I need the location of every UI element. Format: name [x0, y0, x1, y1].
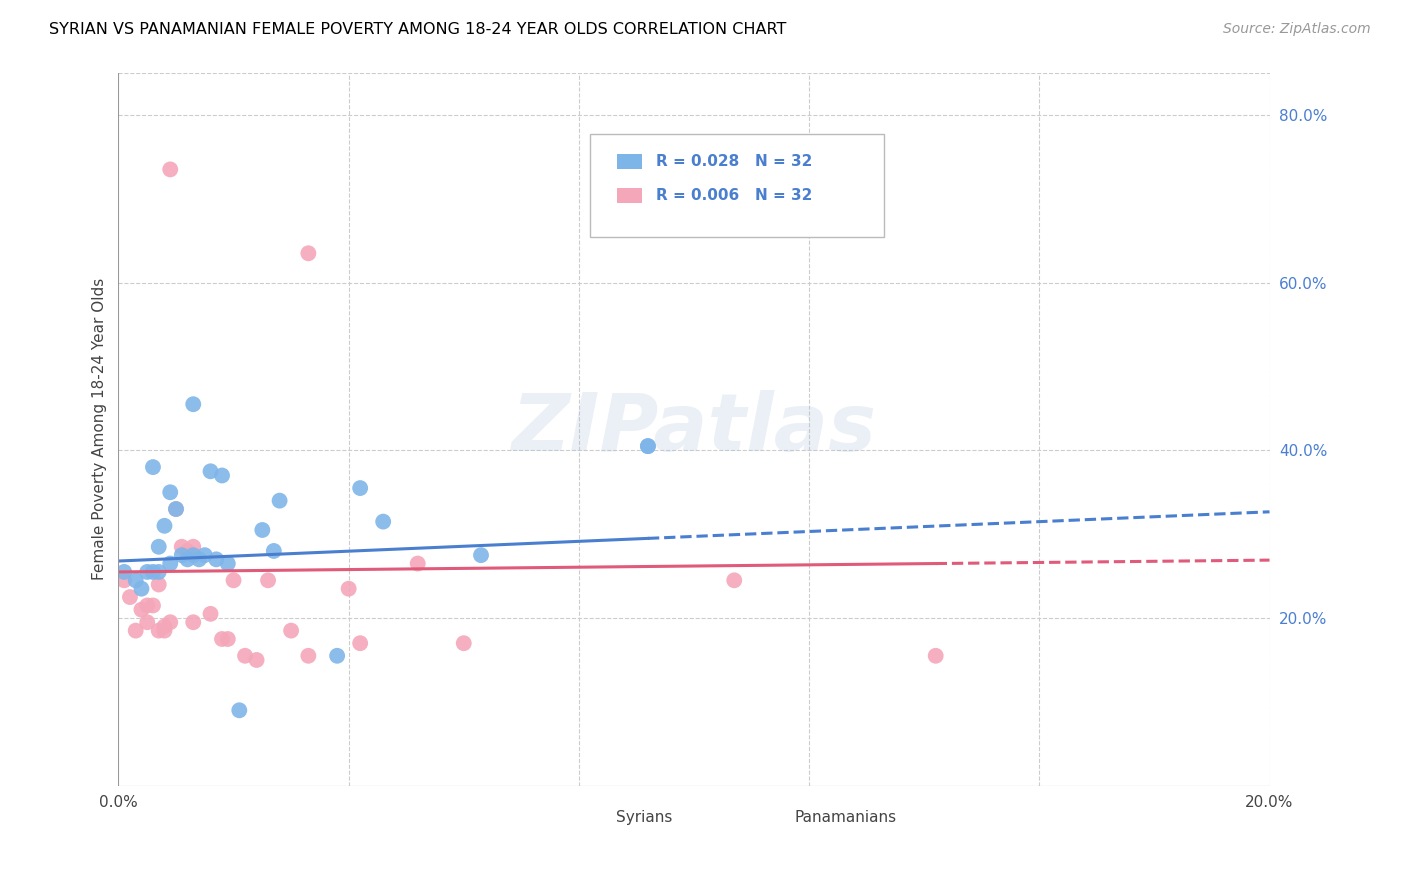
Point [136, 599, 159, 613]
Point [453, 636, 475, 650]
Text: ZIPatlas: ZIPatlas [512, 391, 876, 468]
Point [170, 548, 193, 562]
Point [112, 565, 135, 579]
Point [200, 607, 222, 621]
FancyBboxPatch shape [617, 153, 643, 169]
Point [406, 557, 429, 571]
Point [125, 624, 148, 638]
Point [131, 602, 153, 616]
Point [257, 574, 280, 588]
Point [349, 481, 371, 495]
Point [142, 599, 165, 613]
Text: Source: ZipAtlas.com: Source: ZipAtlas.com [1223, 22, 1371, 37]
Point [159, 485, 181, 500]
Point [326, 648, 349, 663]
Point [142, 460, 165, 475]
Point [228, 703, 250, 717]
FancyBboxPatch shape [617, 187, 643, 203]
Point [165, 502, 187, 516]
Y-axis label: Female Poverty Among 18-24 Year Olds: Female Poverty Among 18-24 Year Olds [93, 278, 107, 581]
Point [176, 552, 198, 566]
Point [233, 648, 256, 663]
Point [153, 619, 176, 633]
Point [188, 552, 211, 566]
Point [280, 624, 302, 638]
Point [181, 540, 204, 554]
Point [125, 574, 148, 588]
Point [181, 548, 204, 562]
Point [165, 502, 187, 516]
Text: Syrians: Syrians [616, 810, 672, 824]
Point [723, 574, 745, 588]
Text: R = 0.006   N = 32: R = 0.006 N = 32 [657, 188, 813, 203]
Point [297, 648, 319, 663]
Point [136, 565, 159, 579]
FancyBboxPatch shape [591, 134, 884, 237]
Point [222, 574, 245, 588]
Point [181, 397, 204, 411]
Point [181, 615, 204, 630]
Point [925, 648, 948, 663]
Point [194, 548, 217, 562]
Point [217, 557, 239, 571]
Point [252, 523, 274, 537]
Point [170, 540, 193, 554]
Point [112, 574, 135, 588]
Point [136, 615, 159, 630]
Point [470, 548, 492, 562]
Point [211, 468, 233, 483]
Point [297, 246, 319, 260]
Text: SYRIAN VS PANAMANIAN FEMALE POVERTY AMONG 18-24 YEAR OLDS CORRELATION CHART: SYRIAN VS PANAMANIAN FEMALE POVERTY AMON… [49, 22, 786, 37]
Point [142, 565, 165, 579]
Text: R = 0.028   N = 32: R = 0.028 N = 32 [657, 153, 813, 169]
Point [131, 582, 153, 596]
Point [211, 632, 233, 646]
Point [148, 540, 170, 554]
Point [148, 577, 170, 591]
Point [269, 493, 291, 508]
Point [153, 518, 176, 533]
Point [200, 464, 222, 478]
Point [637, 439, 659, 453]
Point [337, 582, 360, 596]
Text: Panamanians: Panamanians [794, 810, 896, 824]
Point [217, 632, 239, 646]
Point [245, 653, 267, 667]
Point [118, 590, 141, 604]
FancyBboxPatch shape [758, 809, 783, 825]
Point [176, 544, 198, 558]
Point [153, 624, 176, 638]
FancyBboxPatch shape [579, 809, 605, 825]
Point [148, 624, 170, 638]
Point [148, 565, 170, 579]
Point [159, 615, 181, 630]
Point [159, 557, 181, 571]
Point [205, 552, 228, 566]
Point [349, 636, 371, 650]
Point [373, 515, 395, 529]
Point [637, 439, 659, 453]
Point [263, 544, 285, 558]
Point [159, 162, 181, 177]
